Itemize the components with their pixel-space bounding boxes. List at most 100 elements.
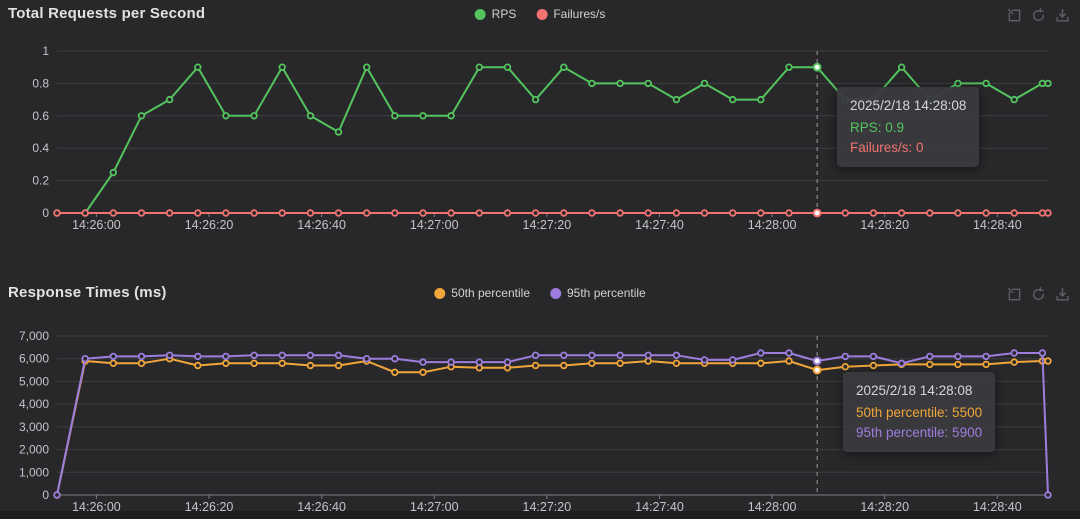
data-point: [53, 209, 61, 217]
data-point: [419, 358, 427, 366]
data-point: [757, 359, 765, 367]
restore-icon: [1033, 7, 1045, 21]
data-point: [1038, 349, 1047, 357]
response-times-chart-title: Response Times (ms): [8, 284, 167, 301]
data-point: [306, 361, 315, 370]
data-point: [222, 359, 230, 367]
legend-label: RPS: [491, 7, 517, 21]
data-point: [757, 95, 765, 104]
legend-item-50th-percentile[interactable]: 50th percentile: [434, 286, 530, 300]
data-point: [306, 351, 315, 359]
legend-item-failures-s[interactable]: Failures/s: [536, 7, 605, 21]
data-point: [926, 360, 934, 369]
data-point: [137, 112, 146, 120]
data-point: [616, 79, 624, 88]
data-point: [785, 349, 793, 357]
rps-chart-toolbox: [1007, 4, 1070, 26]
data-point: [869, 352, 878, 361]
data-point: [926, 352, 934, 361]
restore-button[interactable]: [1031, 7, 1046, 23]
data-point: [391, 209, 399, 217]
data-point: [137, 352, 146, 361]
legend-item-rps[interactable]: RPS: [474, 7, 517, 21]
svg-text:14:27:20: 14:27:20: [523, 500, 572, 514]
data-zoom-button[interactable]: [1007, 287, 1022, 302]
data-point: [841, 95, 849, 104]
legend-marker-icon: [536, 8, 548, 20]
svg-text:1,000: 1,000: [19, 465, 49, 479]
download-icon: [1056, 287, 1069, 301]
data-point: [588, 209, 596, 217]
zoom-select-icon: [1007, 287, 1021, 300]
data-point: [250, 209, 258, 217]
highlighted-data-point: [812, 356, 822, 366]
data-point: [391, 368, 399, 376]
svg-text:14:27:40: 14:27:40: [635, 500, 684, 514]
data-point: [81, 355, 89, 363]
data-point: [334, 361, 343, 370]
data-point: [982, 209, 990, 217]
data-point: [503, 209, 512, 217]
data-point: [588, 359, 596, 367]
data-point: [334, 128, 343, 136]
restore-button[interactable]: [1031, 286, 1046, 302]
data-point: [672, 359, 681, 367]
svg-text:14:27:20: 14:27:20: [523, 218, 572, 232]
data-point: [475, 63, 483, 71]
data-point: [334, 209, 343, 217]
data-point: [1044, 491, 1052, 499]
data-zoom-button[interactable]: [1007, 8, 1022, 23]
data-point: [672, 351, 681, 359]
zoom-select-icon: [1007, 8, 1021, 21]
legend-marker-icon: [550, 287, 561, 299]
svg-text:2,000: 2,000: [19, 443, 49, 457]
save-as-image-button[interactable]: [1055, 8, 1070, 23]
data-point: [841, 209, 849, 217]
data-point: [560, 63, 568, 71]
response-times-plot[interactable]: 0 1,000 2,000 3,000 4,000 5,000 6,000 7,000 14:2…: [19, 329, 1052, 514]
data-point: [982, 79, 990, 88]
data-point: [531, 351, 540, 359]
data-point: [982, 352, 990, 361]
data-point: [363, 209, 371, 217]
data-point: [109, 209, 117, 217]
data-point: [503, 358, 512, 366]
data-point: [616, 359, 624, 367]
svg-text:0.4: 0.4: [32, 141, 49, 155]
data-point: [194, 361, 202, 370]
svg-text:0: 0: [42, 488, 49, 502]
data-point: [588, 351, 596, 359]
data-point: [419, 112, 427, 120]
data-point: [447, 358, 455, 366]
data-point: [644, 79, 652, 88]
data-point: [363, 355, 371, 363]
total-requests-per-second-plot[interactable]: 0 0.2 0.4 0.6 0.8 1 14:26:00 14:26:20 14:26:40 14…: [32, 44, 1052, 232]
data-point: [700, 356, 709, 364]
data-point: [81, 209, 89, 217]
response-times-chart-header: Response Times (ms) 50th percentile 95th …: [0, 281, 1080, 305]
highlighted-data-point: [812, 208, 822, 218]
data-point: [869, 209, 878, 217]
data-point: [700, 209, 709, 217]
svg-text:14:27:00: 14:27:00: [410, 218, 459, 232]
data-point: [475, 358, 483, 366]
data-point: [194, 209, 202, 217]
response-times-chart-toolbox: [1007, 283, 1070, 305]
axes: 0 0.2 0.4 0.6 0.8 1 14:26:00 14:26:20 14:26:40 14…: [32, 44, 1048, 232]
legend-marker-icon: [474, 8, 486, 20]
data-point: [503, 364, 512, 372]
data-point: [926, 209, 934, 217]
data-point: [729, 209, 737, 217]
data-point: [785, 63, 793, 71]
highlighted-data-point: [812, 62, 822, 72]
data-point: [531, 95, 540, 104]
data-point: [278, 359, 286, 367]
legend-item-95th-percentile[interactable]: 95th percentile: [550, 286, 646, 300]
svg-text:1: 1: [42, 44, 49, 58]
save-as-image-button[interactable]: [1055, 287, 1070, 302]
data-point: [531, 361, 540, 370]
data-point: [926, 95, 934, 104]
data-point: [644, 209, 652, 217]
